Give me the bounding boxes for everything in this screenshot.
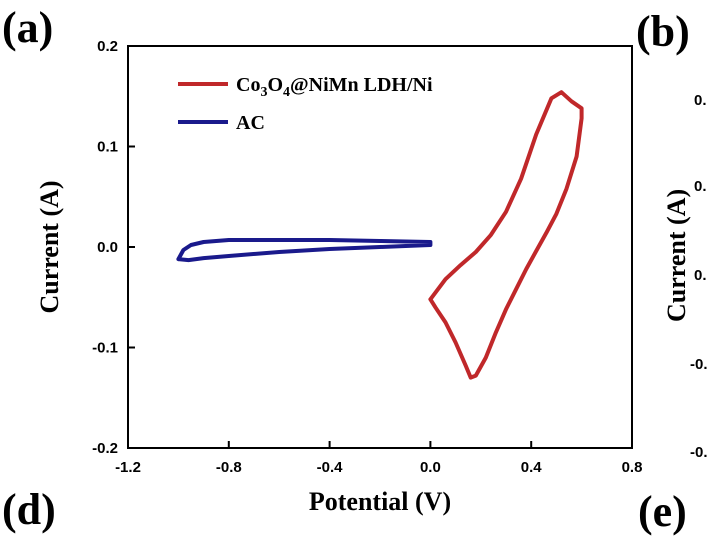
y-tick-label: -0.2 <box>92 440 118 457</box>
series-line-1 <box>176 238 433 263</box>
legend: Co3O4@NiMn LDH/Ni AC <box>178 74 433 134</box>
panel-label-d: (d) <box>2 485 56 534</box>
panel-b-tick: 0. <box>694 178 707 195</box>
axes: -1.2 -0.8 -0.4 0.0 0.4 0.8 -0.2 -0.1 0.0 0.1 0.2 <box>92 38 642 476</box>
legend-entry-co3o4: Co3O4@NiMn LDH/Ni <box>236 74 433 100</box>
x-axis-title: Potential (V) <box>309 487 451 516</box>
panel-b-tick: 0. <box>694 92 707 109</box>
legend-entry-ac: AC <box>236 112 265 134</box>
panel-label-e: (e) <box>638 487 687 536</box>
y-tick-label: 0.0 <box>97 239 118 256</box>
panel-b-tick: -0. <box>690 356 708 373</box>
series-lines <box>176 90 584 380</box>
y-tick-label: 0.1 <box>97 139 118 156</box>
y-tick-label: -0.1 <box>92 340 118 357</box>
y-axis-title: Current (A) <box>35 180 64 313</box>
x-tick-label: 0.0 <box>420 459 441 476</box>
x-tick-label: 0.8 <box>622 459 643 476</box>
panel-label-a: (a) <box>2 3 54 52</box>
series-line-0 <box>428 90 584 380</box>
panel-b-tick: -0. <box>690 444 708 461</box>
x-tick-label: 0.4 <box>521 459 543 476</box>
panel-label-b: (b) <box>636 7 690 56</box>
panel-b-tick: 0. <box>694 267 707 284</box>
x-tick-label: -0.4 <box>317 459 344 476</box>
x-tick-label: -0.8 <box>216 459 242 476</box>
y-tick-label: 0.2 <box>97 38 118 55</box>
x-tick-label: -1.2 <box>115 459 141 476</box>
